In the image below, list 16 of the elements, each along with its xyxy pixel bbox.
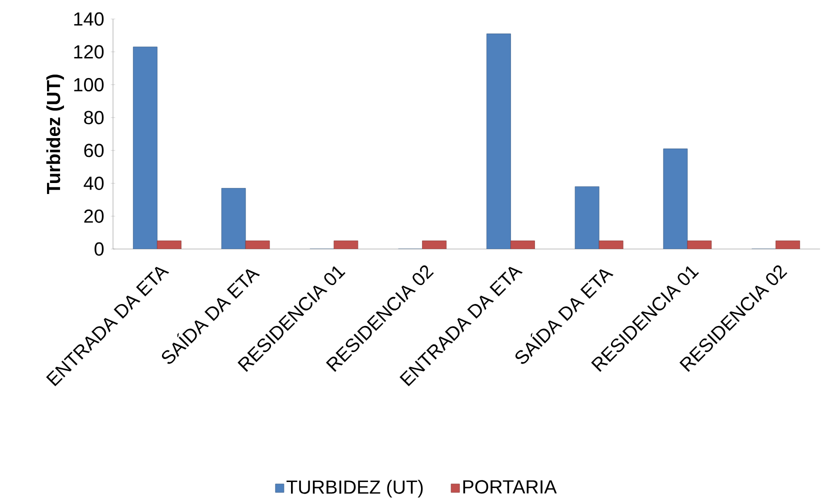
y-tick-label: 0 xyxy=(94,242,104,256)
bar xyxy=(486,34,511,249)
y-tick-label: 60 xyxy=(84,144,104,158)
y-tick-label: 20 xyxy=(84,209,104,223)
y-tick-label: 120 xyxy=(74,45,104,59)
y-tick-label: 140 xyxy=(74,12,104,26)
y-tick-label: 80 xyxy=(84,110,104,124)
bar xyxy=(132,46,158,249)
legend-label: TURBIDEZ (UT) xyxy=(286,480,423,498)
y-tick-label: 100 xyxy=(74,78,104,92)
bar xyxy=(221,188,246,249)
y-tick-label: 40 xyxy=(84,176,104,190)
legend-label: PORTARIA xyxy=(463,480,557,494)
y-axis-title: Turbidez (UT) xyxy=(46,74,64,194)
bar xyxy=(574,186,600,249)
bar xyxy=(663,148,688,249)
